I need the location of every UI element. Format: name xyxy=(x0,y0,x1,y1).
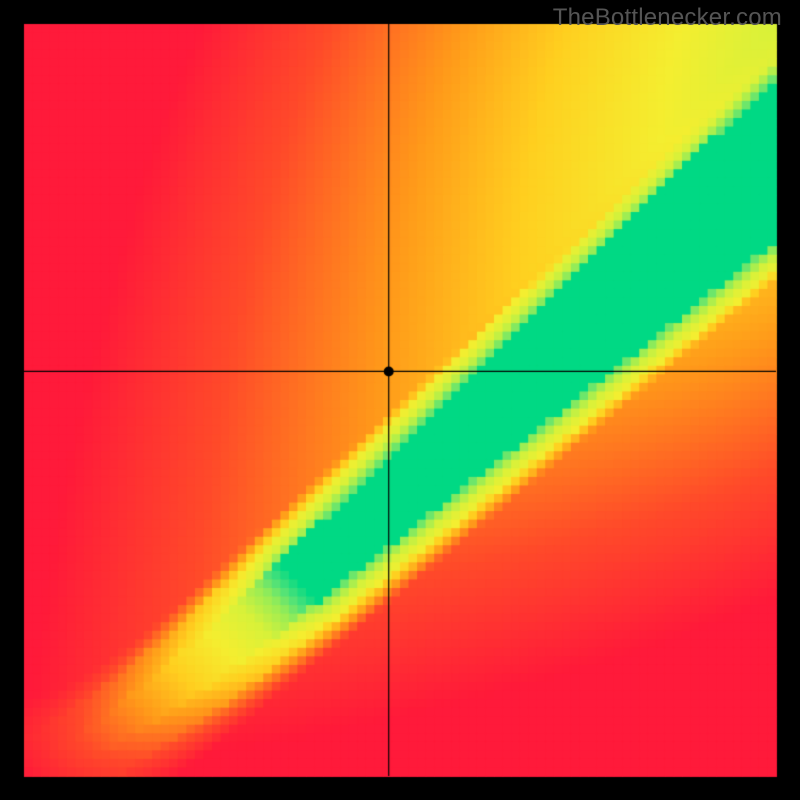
watermark-text: TheBottlenecker.com xyxy=(553,4,782,32)
chart-container: TheBottlenecker.com xyxy=(0,0,800,800)
bottleneck-heatmap xyxy=(0,0,800,800)
